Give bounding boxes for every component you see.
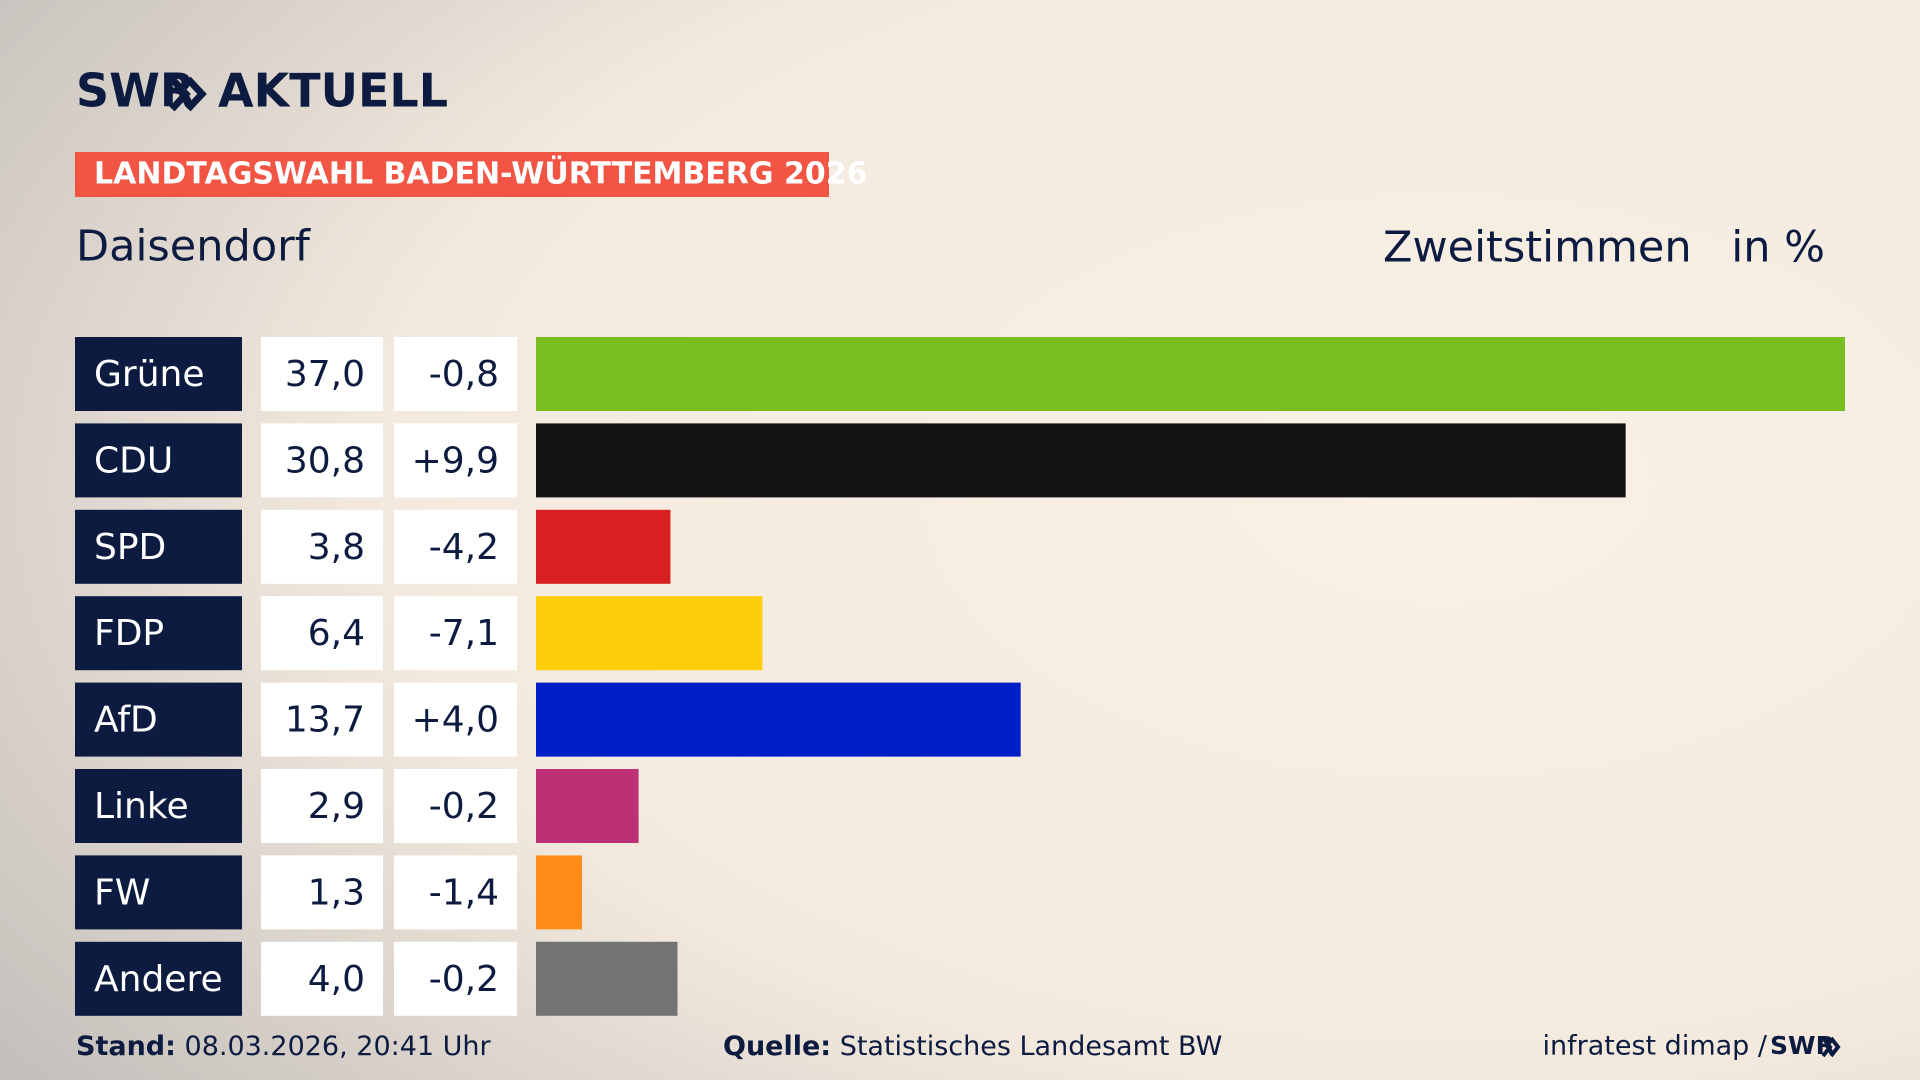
stand: Stand: 08.03.2026, 20:41 Uhr	[76, 1031, 492, 1062]
change-label: +4,0	[412, 700, 499, 741]
bar	[536, 769, 639, 843]
value-box	[261, 769, 383, 843]
value-box	[261, 596, 383, 671]
party-box	[75, 423, 242, 498]
bar	[536, 682, 1021, 757]
value-label: 37,0	[285, 354, 365, 395]
change-label: -1,4	[429, 872, 499, 913]
party-box	[75, 682, 242, 757]
party-box	[75, 509, 242, 584]
source-value: Statistisches Landesamt BW	[840, 1031, 1223, 1062]
bar	[536, 423, 1626, 498]
value-label: 4,0	[308, 959, 365, 1000]
value-label: 6,4	[308, 613, 365, 654]
change-label: -0,2	[429, 959, 499, 1000]
party-box	[75, 596, 242, 671]
change-box	[394, 509, 517, 584]
party-label: AfD	[94, 700, 158, 741]
credit-chevrons	[1821, 1036, 1841, 1058]
party-box	[75, 855, 242, 930]
banner-bg	[75, 152, 829, 197]
change-box	[394, 423, 517, 498]
bar	[536, 596, 763, 671]
party-label: CDU	[94, 440, 173, 481]
change-box	[394, 337, 517, 411]
party-label: FW	[94, 872, 150, 913]
stand-value: 08.03.2026, 20:41 Uhr	[185, 1031, 492, 1062]
change-label: -0,2	[429, 786, 499, 827]
value-box	[261, 509, 383, 584]
change-box	[394, 855, 517, 930]
party-box	[75, 769, 242, 843]
brand-chevrons	[169, 76, 207, 112]
measure: Zweitstimmen	[1383, 223, 1692, 273]
brand: SWR	[76, 64, 195, 118]
party-label: Linke	[94, 786, 189, 827]
value-box	[261, 423, 383, 498]
party-label: Grüne	[94, 354, 204, 395]
change-box	[394, 682, 517, 757]
party-label: SPD	[94, 527, 166, 568]
change-label: -0,8	[429, 354, 499, 395]
value-label: 3,8	[308, 527, 365, 568]
value-box	[261, 682, 383, 757]
change-label: -4,2	[429, 527, 499, 568]
value-box	[261, 337, 383, 411]
bar	[536, 855, 582, 930]
value-box	[261, 855, 383, 930]
change-label: +9,9	[412, 440, 499, 481]
chart-title: Daisendorf	[76, 222, 311, 272]
section: AKTUELL	[218, 64, 448, 118]
change-label: -7,1	[429, 613, 499, 654]
value-label: 13,7	[285, 700, 365, 741]
change-box	[394, 769, 517, 843]
value-label: 2,9	[308, 786, 365, 827]
stand-label: Stand:	[76, 1031, 176, 1062]
party-box	[75, 337, 242, 411]
bar	[536, 509, 671, 584]
banner: LANDTAGSWAHL BADEN-WÜRTTEMBERG 2026	[94, 155, 867, 192]
value-label: 1,3	[308, 872, 365, 913]
value-box	[261, 941, 383, 1016]
party-label: Andere	[94, 959, 223, 1000]
bar	[536, 941, 678, 1016]
party-label: FDP	[94, 613, 164, 654]
credit: infratest dimap /	[1542, 1031, 1767, 1062]
change-box	[394, 941, 517, 1016]
change-box	[394, 596, 517, 671]
source: Quelle: Statistisches Landesamt BW	[723, 1031, 1222, 1062]
unit: in %	[1731, 223, 1825, 273]
party-box	[75, 941, 242, 1016]
value-label: 30,8	[285, 440, 365, 481]
source-label: Quelle:	[723, 1031, 831, 1062]
bar	[536, 337, 1845, 411]
